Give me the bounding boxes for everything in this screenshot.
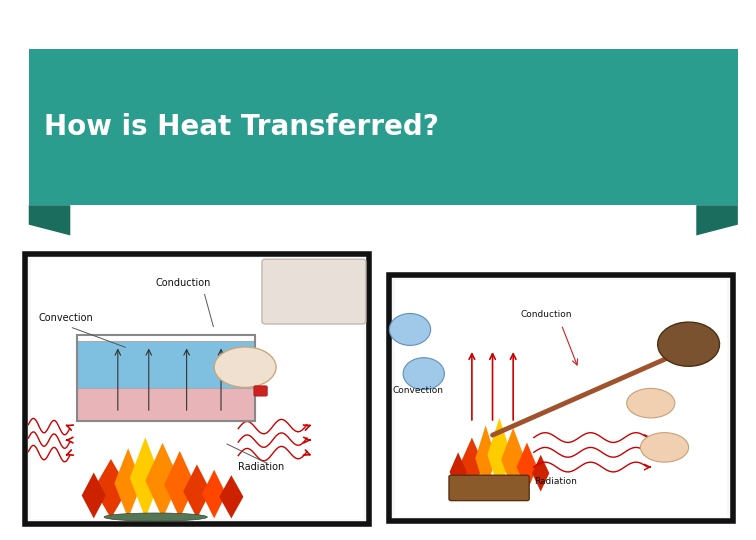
Ellipse shape (640, 433, 689, 462)
Polygon shape (130, 437, 161, 518)
Polygon shape (532, 455, 550, 491)
Polygon shape (202, 470, 226, 518)
FancyBboxPatch shape (29, 49, 738, 205)
Text: How is Heat Transferred?: How is Heat Transferred? (44, 113, 438, 141)
Polygon shape (450, 453, 466, 491)
Polygon shape (516, 442, 538, 491)
Polygon shape (94, 459, 128, 518)
Ellipse shape (627, 388, 675, 418)
Polygon shape (460, 437, 484, 491)
Ellipse shape (389, 314, 431, 346)
FancyBboxPatch shape (254, 386, 268, 396)
Polygon shape (114, 448, 142, 518)
FancyBboxPatch shape (262, 259, 366, 324)
FancyBboxPatch shape (395, 280, 727, 517)
Polygon shape (164, 451, 195, 518)
Polygon shape (501, 428, 525, 491)
Polygon shape (29, 205, 70, 235)
Polygon shape (696, 205, 738, 235)
Polygon shape (82, 472, 106, 518)
FancyBboxPatch shape (76, 341, 256, 388)
Text: Conduction: Conduction (520, 310, 572, 319)
Text: Convection: Convection (393, 386, 444, 395)
Text: Radiation: Radiation (534, 477, 577, 486)
Ellipse shape (104, 513, 207, 521)
Text: Convection: Convection (39, 313, 94, 323)
Ellipse shape (658, 322, 720, 366)
FancyBboxPatch shape (449, 475, 529, 501)
Ellipse shape (214, 347, 276, 388)
Polygon shape (219, 475, 243, 518)
Polygon shape (488, 418, 512, 491)
Text: Conduction: Conduction (156, 278, 211, 288)
FancyBboxPatch shape (76, 385, 256, 421)
FancyBboxPatch shape (25, 254, 369, 524)
Text: Heat is transferred in three ways:: Heat is transferred in three ways: (76, 295, 333, 310)
FancyBboxPatch shape (389, 275, 733, 521)
FancyBboxPatch shape (31, 258, 363, 519)
Polygon shape (476, 426, 496, 491)
Polygon shape (183, 464, 211, 518)
Text: Radiation: Radiation (238, 462, 284, 472)
Polygon shape (145, 443, 180, 518)
Ellipse shape (403, 357, 445, 390)
